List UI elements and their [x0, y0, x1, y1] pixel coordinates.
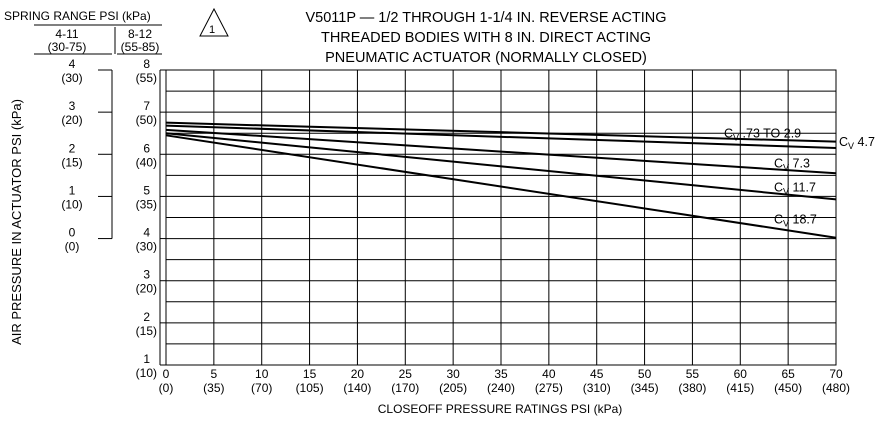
- x-tick-label: 0: [163, 367, 170, 381]
- spring-col2-head: 8-12: [128, 27, 152, 41]
- y-tick-kpa-label: (20): [136, 282, 157, 296]
- spring-tick-kpa-label: (10): [61, 197, 82, 211]
- x-tick-label: 35: [494, 367, 508, 381]
- x-tick-label: 45: [590, 367, 604, 381]
- y-tick-label: 4: [143, 226, 150, 240]
- series-label: CV 18.7: [774, 213, 817, 229]
- x-tick-label: 65: [781, 367, 795, 381]
- series-label: CV .73 TO 2.9: [724, 127, 801, 143]
- chart-title: V5011P — 1/2 THROUGH 1-1/4 IN. REVERSE A…: [305, 10, 666, 66]
- x-tick-kpa-label: (0): [159, 381, 174, 395]
- y-axis-label: AIR PRESSURE IN ACTUATOR PSI (kPa): [9, 99, 24, 345]
- y-tick-label: 6: [143, 141, 150, 155]
- plot-frame: [165, 69, 837, 366]
- spring-tick-kpa-label: (0): [65, 240, 80, 254]
- x-tick-label: 60: [734, 367, 748, 381]
- series-line: [165, 134, 837, 239]
- x-tick-kpa-label: (415): [726, 381, 754, 395]
- spring-col1-sub: (30-75): [48, 40, 87, 54]
- x-tick-kpa-label: (205): [439, 381, 467, 395]
- spring-tick-label: 4: [69, 57, 76, 71]
- note-symbol: 1: [209, 24, 215, 36]
- x-tick-kpa-label: (140): [343, 381, 371, 395]
- x-tick-label: 15: [303, 367, 317, 381]
- y-tick-kpa-label: (35): [136, 197, 157, 211]
- y-tick-kpa-label: (15): [136, 324, 157, 338]
- x-tick-kpa-label: (450): [774, 381, 802, 395]
- x-tick-kpa-label: (480): [822, 381, 850, 395]
- spring-tick-kpa-label: (20): [61, 113, 82, 127]
- spring-tick-kpa-label: (30): [61, 71, 82, 85]
- x-tick-label: 55: [686, 367, 700, 381]
- y-tick-kpa-label: (10): [136, 366, 157, 380]
- spring-tick-label: 2: [69, 141, 76, 155]
- y-tick-label: 2: [143, 310, 150, 324]
- x-tick-kpa-label: (70): [251, 381, 272, 395]
- x-tick-kpa-label: (105): [296, 381, 324, 395]
- series-label: CV 7.3: [774, 156, 810, 172]
- x-tick-label: 5: [211, 367, 218, 381]
- x-tick-kpa-label: (380): [678, 381, 706, 395]
- spring-range-ticks: 4(30) 3(20) 2(15) 1(10) 0(0): [61, 57, 113, 254]
- y-tick-label: 5: [143, 183, 150, 197]
- y-tick-kpa-label: (40): [136, 155, 157, 169]
- x-tick-kpa-label: (170): [391, 381, 419, 395]
- spring-col2-sub: (55-85): [121, 40, 160, 54]
- series-line: [165, 121, 837, 143]
- series-label: CV 4.7: [839, 135, 875, 151]
- spring-tick-kpa-label: (15): [61, 155, 82, 169]
- note-triangle-icon: [199, 7, 229, 37]
- axis-ticks: 0(0)5(35)10(70)15(105)20(140)25(170)30(2…: [136, 57, 850, 395]
- x-tick-label: 30: [446, 367, 460, 381]
- series-line: [165, 128, 837, 175]
- x-tick-kpa-label: (35): [203, 381, 224, 395]
- series-line: [165, 124, 837, 149]
- spring-tick-label: 1: [69, 183, 76, 197]
- x-tick-label: 70: [829, 367, 843, 381]
- y-tick-kpa-label: (55): [136, 71, 157, 85]
- x-tick-kpa-label: (345): [631, 381, 659, 395]
- spring-range-table: SPRING RANGE PSI (kPa) 1 4-11 (30-75) 8-…: [4, 7, 229, 55]
- spring-tick-label: 0: [69, 226, 76, 240]
- x-tick-label: 40: [542, 367, 556, 381]
- y-tick-label: 3: [143, 268, 150, 282]
- x-tick-kpa-label: (310): [583, 381, 611, 395]
- y-tick-label: 1: [143, 352, 150, 366]
- x-tick-label: 50: [638, 367, 652, 381]
- series-lines: CV .73 TO 2.9 CV 4.7 CV 7.3 CV 11.7 CV 18.7: [165, 121, 875, 239]
- y-tick-label: 7: [143, 99, 150, 113]
- x-tick-label: 10: [255, 367, 269, 381]
- x-axis-label: CLOSEOFF PRESSURE RATINGS PSI (kPa): [378, 402, 623, 416]
- title-line-2: THREADED BODIES WITH 8 IN. DIRECT ACTING: [321, 30, 651, 46]
- plot-grid: [165, 69, 837, 366]
- y-tick-kpa-label: (50): [136, 113, 157, 127]
- spring-tick-label: 3: [69, 99, 76, 113]
- spring-col1-head: 4-11: [55, 27, 78, 41]
- series-line: [165, 132, 837, 201]
- y-tick-label: 8: [143, 57, 150, 71]
- x-tick-kpa-label: (275): [535, 381, 563, 395]
- series-label: CV 11.7: [774, 180, 816, 196]
- y-tick-kpa-label: (30): [136, 240, 157, 254]
- title-line-1: V5011P — 1/2 THROUGH 1-1/4 IN. REVERSE A…: [305, 10, 666, 26]
- x-tick-kpa-label: (240): [487, 381, 515, 395]
- x-tick-label: 20: [351, 367, 365, 381]
- x-tick-label: 25: [399, 367, 413, 381]
- title-line-3: PNEUMATIC ACTUATOR (NORMALLY CLOSED): [325, 50, 647, 66]
- spring-range-header: SPRING RANGE PSI (kPa): [4, 9, 151, 23]
